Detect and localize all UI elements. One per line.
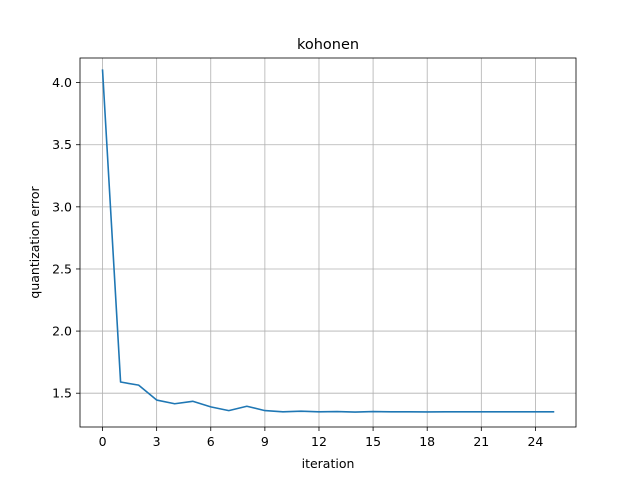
x-axis: 0 3 6 9 12 15 18 21 24 xyxy=(99,427,543,449)
y-tick-label: 4.0 xyxy=(52,75,72,90)
y-tick-label: 2.0 xyxy=(52,324,72,339)
y-tick-label: 3.0 xyxy=(52,199,72,214)
x-tick-label: 6 xyxy=(207,434,215,449)
x-tick-label: 3 xyxy=(153,434,161,449)
y-axis: 1.5 2.0 2.5 3.0 3.5 4.0 xyxy=(52,75,80,401)
y-tick-label: 3.5 xyxy=(52,137,72,152)
x-tick-label: 0 xyxy=(99,434,107,449)
plot-area-background xyxy=(80,58,576,427)
plot-frame xyxy=(79,57,577,428)
chart-title: kohonen xyxy=(297,37,359,53)
x-tick-label: 12 xyxy=(311,434,327,449)
y-tick-label: 2.5 xyxy=(52,261,72,276)
x-tick-label: 21 xyxy=(473,434,489,449)
y-tick-label: 1.5 xyxy=(52,386,72,401)
x-axis-label: iteration xyxy=(302,456,355,471)
x-tick-label: 9 xyxy=(261,434,269,449)
x-tick-label: 24 xyxy=(527,434,543,449)
x-tick-label: 15 xyxy=(365,434,381,449)
series-layer xyxy=(101,69,555,413)
series-line xyxy=(101,69,555,413)
x-tick-label: 18 xyxy=(419,434,435,449)
y-axis-label: quantization error xyxy=(27,186,42,299)
grid xyxy=(80,58,576,427)
